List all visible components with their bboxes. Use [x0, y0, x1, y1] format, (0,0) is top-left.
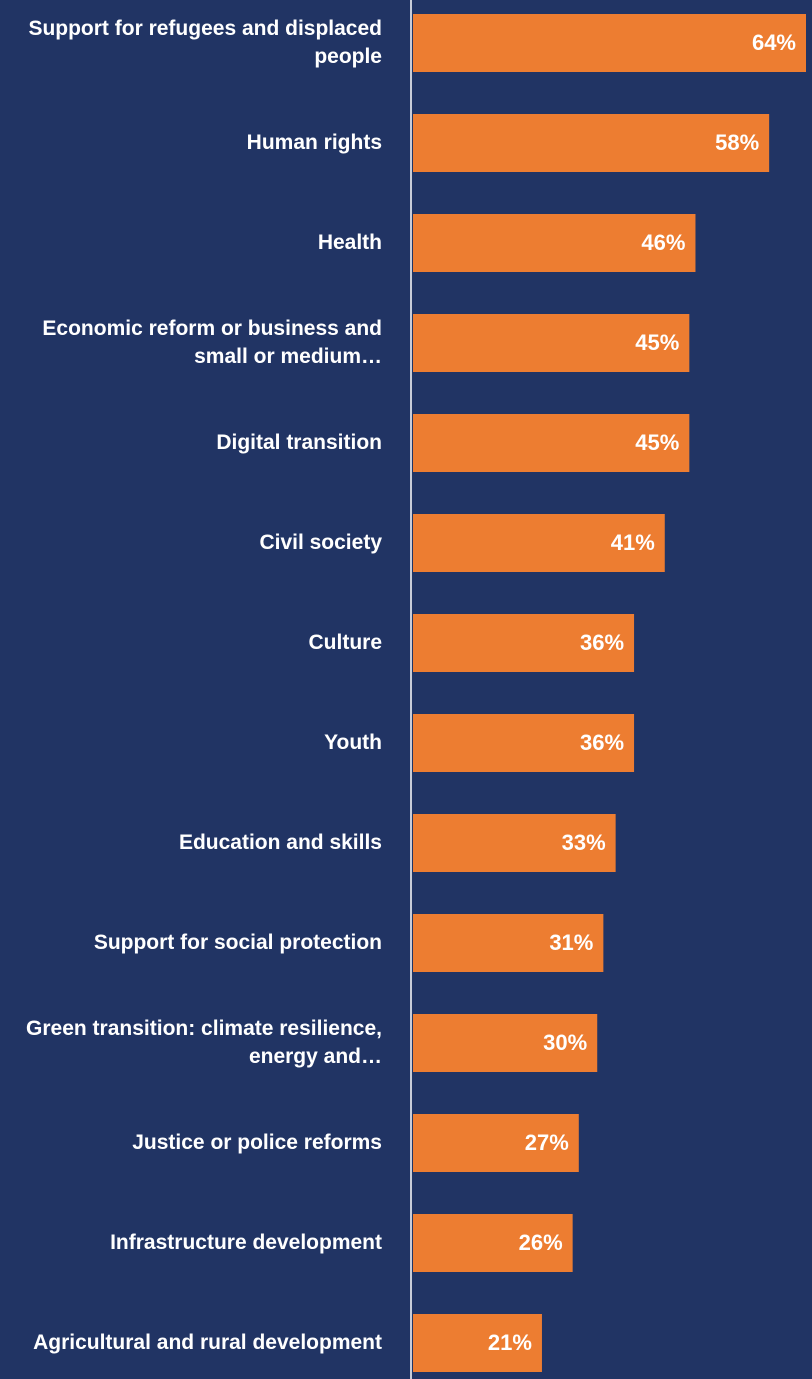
value-label: 36% [580, 730, 624, 755]
bar [413, 214, 696, 272]
category-label: Infrastructure development [110, 1231, 382, 1254]
value-label: 64% [752, 30, 796, 55]
category-label: Culture [308, 631, 383, 654]
bar [413, 114, 770, 172]
category-label: Economic reform or business and small or… [42, 317, 382, 368]
bar [413, 1114, 579, 1172]
value-label: 46% [641, 230, 685, 255]
bar [413, 414, 690, 472]
value-label: 45% [635, 430, 679, 455]
value-label: 31% [549, 930, 593, 955]
value-label: 45% [635, 330, 679, 355]
category-label: Human rights [246, 131, 382, 154]
category-label: Justice or police reforms [132, 1131, 382, 1154]
bar [413, 914, 604, 972]
value-label: 58% [715, 130, 759, 155]
category-label: Support for social protection [93, 931, 382, 954]
category-label: Support for refugees and displaced peopl… [28, 17, 382, 68]
bar [413, 714, 635, 772]
bar [413, 1314, 542, 1372]
bar [413, 1014, 598, 1072]
value-label: 21% [488, 1330, 532, 1355]
category-label: Green transition: climate resilience, en… [26, 1017, 382, 1068]
category-label: Youth [324, 731, 382, 754]
value-label: 33% [562, 830, 606, 855]
bar [413, 814, 616, 872]
value-label: 30% [543, 1030, 587, 1055]
value-label: 27% [525, 1130, 569, 1155]
bar [413, 1214, 573, 1272]
bar [413, 614, 635, 672]
category-label: Digital transition [216, 431, 382, 454]
bar [413, 14, 806, 72]
category-label: Education and skills [178, 831, 382, 854]
bar [413, 514, 665, 572]
value-label: 26% [519, 1230, 563, 1255]
category-label: Civil society [259, 531, 382, 554]
category-label: Health [317, 231, 382, 254]
bar [413, 314, 690, 372]
value-label: 36% [580, 630, 624, 655]
value-label: 41% [611, 530, 655, 555]
category-label: Agricultural and rural development [33, 1331, 382, 1354]
